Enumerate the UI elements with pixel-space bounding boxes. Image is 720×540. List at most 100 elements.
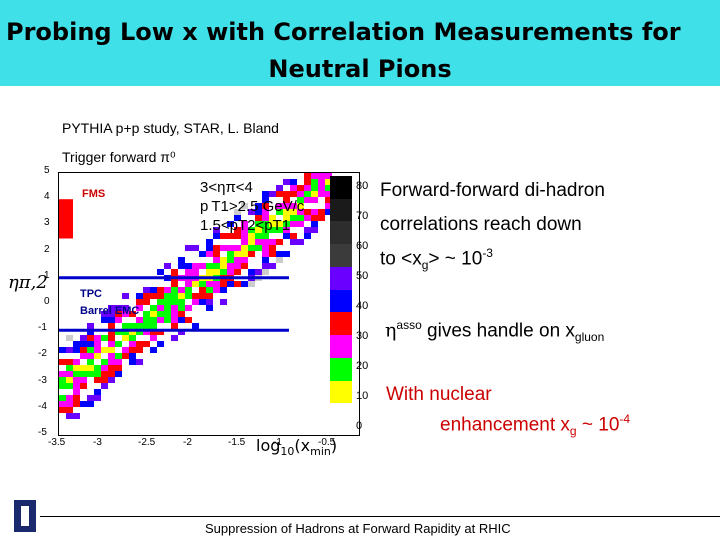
heatmap-cell	[276, 185, 283, 191]
heatmap-cell	[136, 323, 143, 329]
x-tick-label: -1	[273, 437, 282, 448]
y-tick-label: -5	[38, 427, 47, 438]
heatmap-cell	[234, 233, 241, 239]
heatmap-cell	[164, 287, 171, 293]
heatmap-cell	[227, 245, 234, 251]
x-tick-label: -0.5	[318, 437, 336, 448]
heatmap-cell	[178, 263, 185, 269]
heatmap-cell	[262, 227, 269, 233]
heatmap-cell	[290, 233, 297, 239]
university-logo-icon	[14, 500, 36, 532]
heatmap-cell	[66, 359, 73, 365]
heatmap-cell	[94, 377, 101, 383]
heatmap-cell	[178, 305, 185, 311]
heatmap-cell	[248, 269, 255, 275]
heatmap-cell	[101, 365, 108, 371]
heatmap-cell	[213, 257, 220, 263]
heatmap-cell	[94, 353, 101, 359]
heatmap-cell	[59, 401, 66, 407]
heatmap-cell	[276, 203, 283, 209]
heatmap-cell	[290, 185, 297, 191]
colorbar-segment	[330, 289, 352, 313]
heatmap-cell	[185, 281, 192, 287]
heatmap-cell	[304, 227, 311, 233]
heatmap-cell	[73, 365, 80, 371]
heatmap-cell	[122, 293, 129, 299]
heatmap-cell	[262, 239, 269, 245]
heatmap-cell	[178, 299, 185, 305]
heatmap-cell	[269, 239, 276, 245]
heatmap-cell	[206, 299, 213, 305]
heatmap-cell	[122, 311, 129, 317]
heatmap-cell	[262, 269, 269, 275]
heatmap-cell	[311, 185, 318, 191]
y-tick-label: -3	[38, 374, 47, 386]
heatmap-cell	[157, 299, 164, 305]
heatmap-cell	[255, 245, 262, 251]
heatmap-cell	[73, 341, 80, 347]
heatmap-cell	[73, 371, 80, 377]
heatmap-cell	[101, 371, 108, 377]
heatmap-cell	[66, 335, 73, 341]
heatmap-cell	[66, 371, 73, 377]
heatmap-cell	[122, 323, 129, 329]
heatmap-cell	[80, 353, 87, 359]
heatmap-cell	[220, 245, 227, 251]
colorbar-segment	[330, 244, 352, 268]
heatmap-cell	[206, 263, 213, 269]
heatmap-cell	[304, 191, 311, 197]
heatmap-cell	[311, 173, 318, 179]
heatmap-cell	[283, 221, 290, 227]
heatmap-cell	[311, 215, 318, 221]
heatmap-cell	[164, 317, 171, 323]
heatmap-cell	[129, 323, 136, 329]
x-tick-label: -1.5	[228, 437, 246, 448]
heatmap-cell	[206, 281, 213, 287]
heatmap-cell	[136, 299, 143, 305]
heatmap-cell	[248, 233, 255, 239]
y-axis-label-text: ηπ,2	[8, 272, 48, 293]
heatmap-cell	[108, 341, 115, 347]
heatmap-cell	[283, 251, 290, 257]
heatmap-cell	[262, 245, 269, 251]
heatmap-cell	[304, 197, 311, 203]
heatmap-cell	[255, 203, 262, 209]
heatmap-cell	[262, 221, 269, 227]
heatmap-cell	[318, 185, 325, 191]
heatmap-cell	[150, 293, 157, 299]
nuclear-line-2: enhancement xg ~ 10-4	[440, 412, 630, 438]
heatmap-cell	[248, 239, 255, 245]
heatmap-cell	[171, 269, 178, 275]
heatmap-cell	[269, 245, 276, 251]
nuclear-sub: g	[569, 424, 577, 439]
heatmap-cell	[143, 311, 150, 317]
heatmap-cell	[311, 227, 318, 233]
heatmap-cell	[94, 341, 101, 347]
heatmap-cell	[255, 209, 262, 215]
heatmap-cell	[87, 323, 94, 329]
heatmap-cell	[318, 191, 325, 197]
colorbar-segment	[330, 312, 352, 336]
heatmap-cell	[185, 263, 192, 269]
heatmap-cell	[59, 395, 66, 401]
heatmap-cell	[87, 335, 94, 341]
heatmap-cell	[164, 293, 171, 299]
footer-divider	[40, 516, 720, 517]
heatmap-cell	[199, 251, 206, 257]
heatmap-cell	[325, 197, 332, 203]
heatmap-cell	[241, 257, 248, 263]
heatmap-cell	[262, 257, 269, 263]
heatmap-cell	[213, 287, 220, 293]
heatmap-cell	[220, 281, 227, 287]
heatmap-cell	[262, 263, 269, 269]
x-tick-label: -3.5	[48, 437, 66, 448]
heatmap-cell	[192, 299, 199, 305]
heatmap-cell	[136, 359, 143, 365]
heatmap-cell	[199, 287, 206, 293]
heatmap-cell	[143, 323, 150, 329]
legend-line-2: p T1>2.5 GeV/c	[200, 198, 305, 215]
slide-title-line2: Neutral Pions	[268, 55, 452, 83]
heatmap-cell	[262, 215, 269, 221]
heatmap-cell	[164, 311, 171, 317]
heatmap-cell	[129, 341, 136, 347]
